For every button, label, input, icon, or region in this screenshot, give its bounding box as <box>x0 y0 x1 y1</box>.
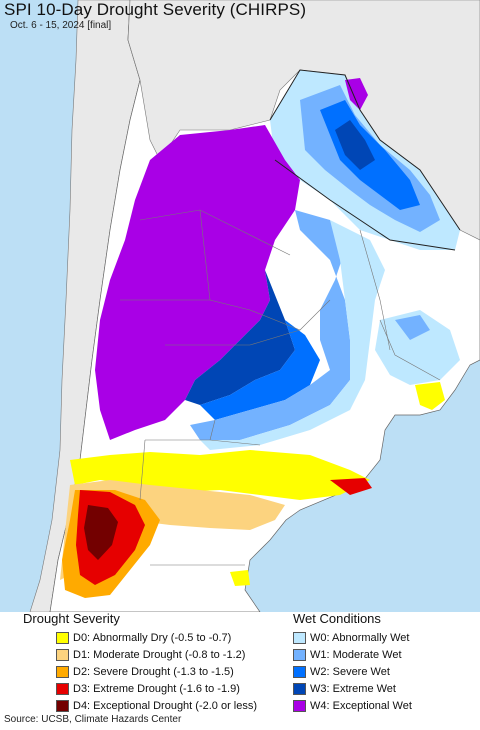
paraguay-wet-extreme <box>335 120 375 170</box>
abnormal-wet-band <box>200 220 385 450</box>
legend-item-d1: D1: Moderate Drought (-0.8 to -1.2) <box>56 646 257 663</box>
pacific-ocean <box>0 0 78 612</box>
legend-label-d0: D0: Abnormally Dry (-0.5 to -0.7) <box>73 631 232 644</box>
wet-legend-heading: Wet Conditions <box>293 611 381 626</box>
legend-item-d2: D2: Severe Drought (-1.3 to -1.5) <box>56 663 257 680</box>
dry-d4 <box>84 505 118 560</box>
legend-label-d3: D3: Extreme Drought (-1.6 to -1.9) <box>73 682 240 695</box>
swatch-d1 <box>56 648 69 661</box>
legend-item-w3: W3: Extreme Wet <box>293 680 412 697</box>
uruguay-wet <box>375 310 460 385</box>
severe-wet-band <box>200 320 320 420</box>
swatch-d2 <box>56 665 69 678</box>
map-area: SPI 10-Day Drought Severity (CHIRPS) Oct… <box>0 0 480 612</box>
legend-item-d0: D0: Abnormally Dry (-0.5 to -0.7) <box>56 629 257 646</box>
legend: Drought Severity D0: Abnormally Dry (-0.… <box>0 611 480 714</box>
swatch-w0 <box>293 631 306 644</box>
drought-legend: Drought Severity D0: Abnormally Dry (-0.… <box>23 611 257 714</box>
legend-label-d2: D2: Severe Drought (-1.3 to -1.5) <box>73 665 234 678</box>
national-borders <box>269 69 461 251</box>
exceptional-wet-core <box>95 125 300 440</box>
swatch-w1 <box>293 648 306 661</box>
dry-d0-south <box>230 570 250 586</box>
legend-item-w2: W2: Severe Wet <box>293 663 412 680</box>
map-subtitle: Oct. 6 - 15, 2024 [final] <box>10 20 112 31</box>
swatch-d0 <box>56 631 69 644</box>
uruguay-dry <box>415 382 445 410</box>
drought-legend-heading: Drought Severity <box>23 611 120 626</box>
source-credit: Source: UCSB, Climate Hazards Center <box>4 714 182 725</box>
legend-label-w1: W1: Moderate Wet <box>310 648 402 661</box>
uruguay-moderate-wet <box>395 315 430 340</box>
swatch-w2 <box>293 665 306 678</box>
swatch-w3 <box>293 682 306 695</box>
dry-d3-east <box>330 478 372 495</box>
legend-item-w4: W4: Exceptional Wet <box>293 697 412 714</box>
province-boundaries <box>120 209 441 566</box>
swatch-w4 <box>293 699 306 712</box>
legend-label-w0: W0: Abnormally Wet <box>310 631 410 644</box>
legend-item-d4: D4: Exceptional Drought (-2.0 or less) <box>56 697 257 714</box>
drought-map <box>0 0 480 612</box>
legend-label-d1: D1: Moderate Drought (-0.8 to -1.2) <box>73 648 246 661</box>
dry-d0 <box>70 450 370 500</box>
legend-item-d3: D3: Extreme Drought (-1.6 to -1.9) <box>56 680 257 697</box>
legend-item-w0: W0: Abnormally Wet <box>293 629 412 646</box>
swatch-d4 <box>56 699 69 712</box>
extreme-wet-band <box>185 270 295 405</box>
swatch-d3 <box>56 682 69 695</box>
legend-label-w2: W2: Severe Wet <box>310 665 390 678</box>
legend-label-w4: W4: Exceptional Wet <box>310 699 412 712</box>
legend-label-d4: D4: Exceptional Drought (-2.0 or less) <box>73 699 258 712</box>
legend-item-w1: W1: Moderate Wet <box>293 646 412 663</box>
legend-label-w3: W3: Extreme Wet <box>310 682 396 695</box>
paraguay-wet-exceptional <box>345 78 368 110</box>
wet-legend: Wet Conditions W0: Abnormally Wet W1: Mo… <box>293 611 412 714</box>
map-title: SPI 10-Day Drought Severity (CHIRPS) <box>4 0 307 19</box>
